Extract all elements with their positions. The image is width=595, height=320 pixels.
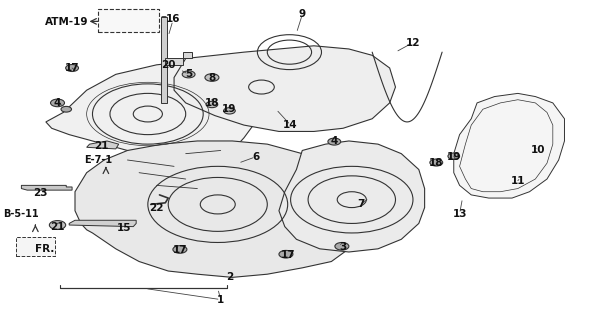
Polygon shape bbox=[87, 141, 118, 149]
Text: 2: 2 bbox=[226, 272, 233, 282]
Circle shape bbox=[205, 74, 219, 81]
Text: 21: 21 bbox=[94, 141, 108, 151]
Text: 7: 7 bbox=[357, 199, 364, 209]
FancyBboxPatch shape bbox=[16, 237, 55, 256]
Text: 16: 16 bbox=[165, 14, 180, 24]
Text: 9: 9 bbox=[299, 9, 306, 19]
Text: 15: 15 bbox=[117, 223, 131, 233]
Text: 4: 4 bbox=[54, 98, 61, 108]
Text: 20: 20 bbox=[161, 60, 176, 70]
Text: 6: 6 bbox=[252, 152, 259, 162]
Text: 4: 4 bbox=[331, 136, 338, 146]
Polygon shape bbox=[174, 46, 396, 132]
Text: 13: 13 bbox=[452, 209, 467, 219]
Polygon shape bbox=[165, 52, 192, 65]
Text: 17: 17 bbox=[280, 250, 295, 260]
Text: 23: 23 bbox=[33, 188, 47, 198]
Polygon shape bbox=[69, 220, 136, 227]
Text: B-5-11: B-5-11 bbox=[4, 209, 39, 219]
Text: 5: 5 bbox=[185, 69, 192, 79]
Text: 21: 21 bbox=[50, 222, 65, 232]
Text: 19: 19 bbox=[447, 152, 461, 162]
Text: ATM-19: ATM-19 bbox=[45, 17, 88, 27]
Text: FR.: FR. bbox=[35, 244, 54, 254]
FancyBboxPatch shape bbox=[98, 9, 159, 32]
Text: 10: 10 bbox=[531, 146, 546, 156]
Text: 12: 12 bbox=[406, 38, 420, 48]
Text: 3: 3 bbox=[339, 242, 347, 252]
Circle shape bbox=[328, 138, 341, 145]
Text: 1: 1 bbox=[217, 295, 224, 305]
Text: 18: 18 bbox=[429, 158, 443, 168]
Polygon shape bbox=[46, 62, 256, 160]
Text: 18: 18 bbox=[205, 98, 219, 108]
Text: 19: 19 bbox=[222, 104, 237, 114]
Circle shape bbox=[61, 106, 71, 112]
Circle shape bbox=[65, 65, 79, 71]
Circle shape bbox=[448, 153, 459, 159]
Circle shape bbox=[173, 246, 187, 253]
Polygon shape bbox=[75, 141, 361, 277]
Circle shape bbox=[206, 101, 218, 108]
Circle shape bbox=[182, 71, 195, 78]
Text: 22: 22 bbox=[149, 203, 164, 212]
Text: E-7-1: E-7-1 bbox=[84, 155, 112, 165]
Text: 11: 11 bbox=[511, 176, 525, 186]
Text: 17: 17 bbox=[65, 63, 79, 73]
Text: 17: 17 bbox=[173, 245, 187, 255]
Circle shape bbox=[51, 99, 64, 107]
Circle shape bbox=[430, 159, 443, 166]
Circle shape bbox=[224, 108, 235, 114]
Circle shape bbox=[335, 243, 349, 250]
Text: 8: 8 bbox=[208, 73, 215, 83]
Polygon shape bbox=[279, 141, 425, 252]
Text: 14: 14 bbox=[283, 120, 298, 130]
Circle shape bbox=[49, 220, 65, 229]
Polygon shape bbox=[21, 185, 72, 190]
Polygon shape bbox=[454, 93, 565, 198]
Polygon shape bbox=[161, 17, 167, 103]
Circle shape bbox=[279, 251, 293, 258]
